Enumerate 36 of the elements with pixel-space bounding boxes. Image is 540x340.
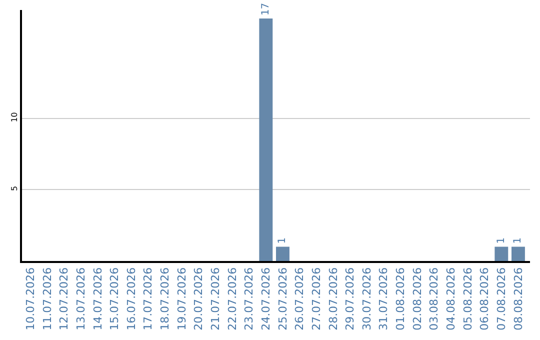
x-tick-label: 25.07.2026 — [276, 267, 290, 330]
x-tick-label: 15.07.2026 — [108, 267, 122, 330]
x-tick-label: 11.07.2026 — [40, 267, 54, 330]
x-tick-label: 22.07.2026 — [226, 267, 239, 330]
x-tick-label: 30.07.2026 — [360, 267, 374, 330]
x-tick-label: 28.07.2026 — [326, 267, 340, 330]
x-tick-label: 21.07.2026 — [209, 267, 222, 330]
data-label: 1 — [496, 237, 507, 244]
data-label: 17 — [260, 2, 272, 16]
x-tick-label: 24.07.2026 — [259, 267, 272, 330]
x-tick-label: 18.07.2026 — [158, 267, 172, 330]
x-tick-label: 08.08.2026 — [512, 267, 525, 330]
x-tick-label: 06.08.2026 — [478, 267, 492, 330]
y-tick-label: 10 — [10, 112, 19, 122]
x-tick-label: 01.08.2026 — [394, 267, 408, 330]
x-tick-label: 20.07.2026 — [192, 267, 206, 330]
x-tick-label: 23.07.2026 — [242, 267, 256, 330]
x-tick-label: 12.07.2026 — [58, 267, 71, 330]
y-tick-label: 5 — [10, 186, 19, 192]
x-tick-label: 05.08.2026 — [461, 267, 474, 330]
x-tick-label: 29.07.2026 — [344, 267, 357, 330]
x-tick-label: 04.08.2026 — [444, 267, 458, 330]
data-label: 1 — [277, 237, 288, 244]
x-tick-label: 03.08.2026 — [428, 267, 441, 330]
x-tick-label: 07.08.2026 — [494, 267, 508, 330]
x-tick-label: 17.07.2026 — [142, 267, 155, 330]
data-label: 1 — [512, 237, 524, 244]
x-tick-label: 13.07.2026 — [74, 267, 88, 330]
x-tick-label: 10.07.2026 — [24, 267, 37, 330]
x-tick-label: 31.07.2026 — [377, 267, 390, 330]
x-tick-label: 02.08.2026 — [410, 267, 424, 330]
x-tick-label: 14.07.2026 — [91, 267, 104, 330]
x-tick-label: 27.07.2026 — [310, 267, 323, 330]
x-tick-label: 26.07.2026 — [293, 267, 306, 330]
x-tick-label: 19.07.2026 — [175, 267, 188, 330]
x-tick-label: 16.07.2026 — [124, 267, 138, 330]
